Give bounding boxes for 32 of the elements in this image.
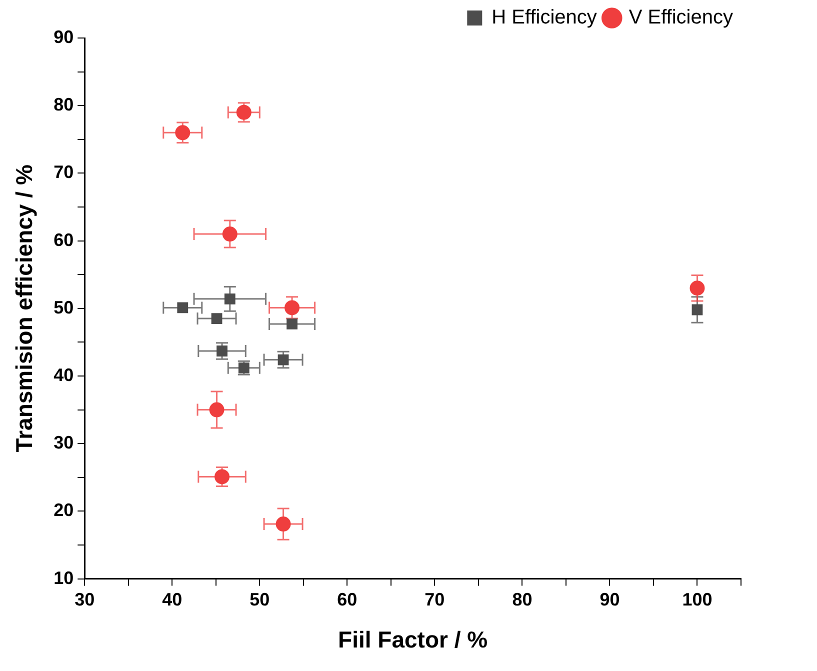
point (286, 318, 298, 330)
y-tick-label: 60 (54, 230, 74, 250)
y-tick-label: 70 (54, 162, 74, 182)
point (690, 280, 705, 296)
y-tick-label: 40 (54, 364, 74, 385)
y-tick-label: 90 (54, 26, 74, 47)
point (177, 302, 188, 314)
point (211, 313, 222, 324)
legend-label: V Efficiency (628, 6, 734, 29)
x-tick-label: 100 (682, 590, 712, 610)
point (209, 402, 224, 418)
x-tick-label: 90 (600, 590, 620, 610)
point (175, 125, 190, 140)
x-tick-label: 70 (424, 590, 445, 610)
y-tick-label: 30 (54, 432, 74, 453)
x-tick-label: 40 (162, 590, 182, 610)
x-tick-label: 60 (337, 590, 358, 610)
x-tick-label: 80 (512, 590, 532, 610)
x-tick-label: 50 (250, 590, 270, 610)
x-tick-label: 30 (74, 590, 95, 610)
y-tick-label: 80 (54, 94, 74, 115)
y-axis-title: Transmision efficiency / % (11, 164, 38, 452)
point (276, 516, 291, 532)
y-tick-label: 20 (54, 500, 74, 520)
y-tick-label: 10 (54, 568, 74, 588)
y-tick-label: 50 (54, 297, 74, 318)
x-axis-title: Fiil Factor / % (338, 626, 488, 653)
legend-label: H Efficiency (492, 6, 597, 29)
point (222, 226, 238, 242)
point (224, 293, 236, 304)
point (284, 300, 300, 316)
point (692, 304, 703, 316)
